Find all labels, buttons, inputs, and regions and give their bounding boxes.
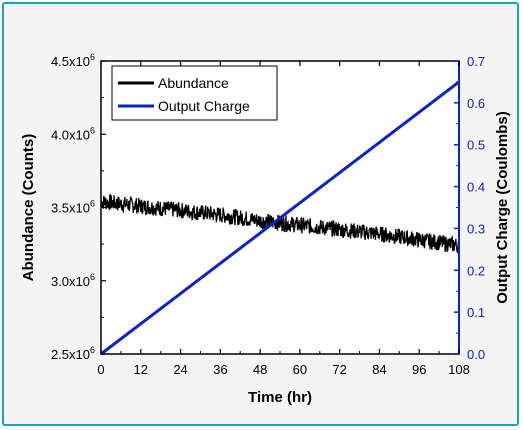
y-left-tick-label: 2.5x106 — [51, 345, 95, 362]
y-right-tick-label: 0.5 — [467, 138, 485, 153]
legend-label-abundance: Abundance — [158, 75, 229, 91]
y-right-tick-label: 0.2 — [467, 263, 485, 278]
y-right-tick-label: 0.6 — [467, 96, 485, 111]
y-right-axis-title: Output Charge (Coulombs) — [494, 111, 511, 303]
legend-box — [111, 65, 278, 121]
series-abundance-line — [100, 193, 460, 254]
x-tick-label: 12 — [134, 362, 148, 377]
legend: Abundance Output Charge — [111, 65, 278, 121]
series-output-charge-line — [100, 80, 460, 356]
y-right-tick-label: 0.7 — [467, 54, 485, 69]
y-left-tick-label: 3.0x106 — [51, 272, 95, 289]
y-left-tick-label: 3.5x106 — [51, 199, 95, 216]
y-left-axis-title: Abundance (Counts) — [20, 134, 37, 282]
y-right-tick-label: 0.4 — [467, 180, 485, 195]
x-tick-label: 24 — [173, 362, 187, 377]
x-tick-label: 108 — [448, 362, 470, 377]
y-right-tick-label: 0.3 — [467, 221, 485, 236]
x-tick-label: 60 — [293, 362, 307, 377]
legend-label-output-charge: Output Charge — [158, 98, 250, 114]
x-tick-label: 0 — [97, 362, 104, 377]
x-tick-label: 72 — [332, 362, 346, 377]
y-right-tick-label: 0.0 — [467, 347, 485, 362]
x-axis-title: Time (hr) — [248, 389, 312, 406]
x-tick-label: 48 — [253, 362, 267, 377]
x-tick-label: 84 — [372, 362, 386, 377]
x-tick-label: 96 — [412, 362, 426, 377]
y-left-tick-label: 4.5x106 — [51, 52, 95, 69]
y-right-tick-label: 0.1 — [467, 305, 485, 320]
axes-layer: 0 12 24 36 48 60 72 84 96 108 4.5x106 4.0x106 3.5x10… — [51, 52, 485, 377]
x-tick-label: 36 — [213, 362, 227, 377]
series-layer — [100, 80, 460, 356]
y-left-tick-label: 4.0x106 — [51, 125, 95, 142]
